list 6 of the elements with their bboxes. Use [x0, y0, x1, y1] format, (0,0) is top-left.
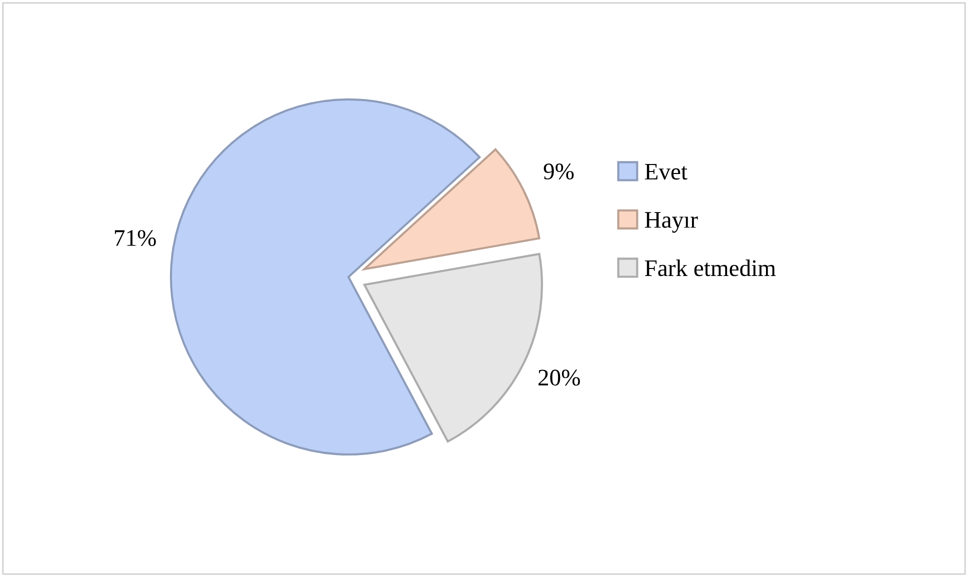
legend-label: Hayır: [644, 212, 698, 233]
data-label: 9%: [544, 163, 574, 180]
data-label: 71%: [114, 230, 156, 246]
data-label: 20%: [538, 370, 580, 386]
legend-label: Evet: [644, 164, 688, 180]
legend-label: Fark etmedim: [644, 260, 776, 276]
